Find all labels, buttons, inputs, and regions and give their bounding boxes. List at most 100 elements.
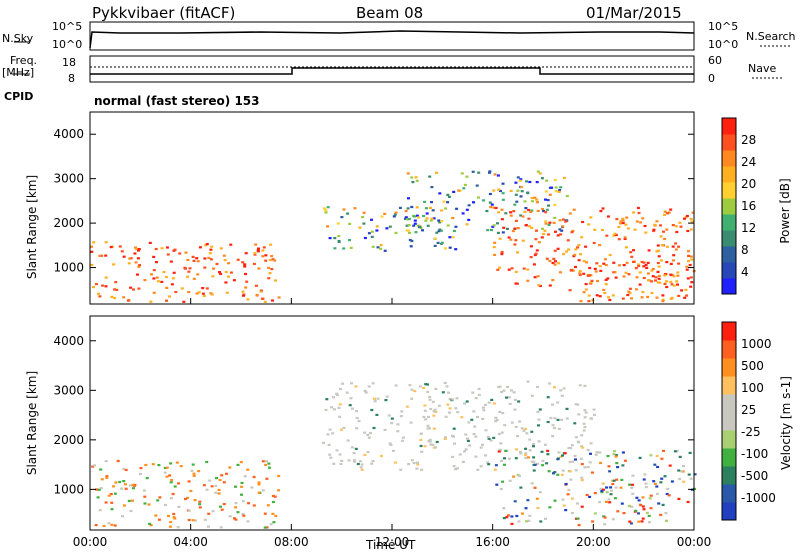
data-cell	[484, 403, 487, 406]
data-cell	[515, 200, 519, 203]
data-cell	[418, 385, 422, 388]
data-cell	[513, 243, 517, 246]
data-cell	[493, 253, 497, 256]
colorbar-segment	[722, 278, 736, 295]
data-cell	[104, 254, 108, 257]
data-cell	[157, 464, 161, 467]
data-cell	[613, 450, 616, 453]
data-cell	[556, 401, 560, 404]
data-cell	[243, 263, 247, 266]
data-cell	[580, 505, 584, 508]
data-cell	[532, 469, 536, 472]
data-cell	[497, 211, 501, 214]
data-cell	[659, 513, 663, 516]
data-cell	[99, 487, 103, 490]
data-cell	[324, 209, 328, 212]
data-cell	[505, 396, 508, 399]
data-cell	[538, 172, 542, 175]
colorbar-tick-label: -500	[741, 469, 768, 483]
data-cell	[373, 400, 377, 403]
data-cell	[199, 246, 202, 249]
data-cell	[507, 236, 511, 239]
data-cell	[626, 227, 630, 230]
data-cell	[487, 437, 491, 440]
data-cell	[661, 503, 665, 506]
data-cell	[512, 475, 516, 478]
data-cell	[143, 495, 147, 498]
velocity-cbar-label: Velocity [m s-1]	[779, 376, 793, 470]
data-cell	[630, 505, 634, 508]
data-cell	[562, 253, 566, 256]
data-cell	[434, 446, 437, 449]
data-cell	[444, 436, 447, 439]
data-cell	[556, 234, 560, 237]
data-cell	[545, 257, 549, 260]
data-cell	[154, 247, 158, 251]
data-cell	[257, 247, 260, 250]
data-cell	[124, 483, 127, 486]
data-cell	[490, 203, 494, 206]
data-cell	[356, 462, 360, 466]
data-cell	[135, 273, 139, 276]
data-cell	[426, 390, 430, 393]
data-cell	[496, 222, 499, 225]
data-cell	[636, 206, 640, 210]
noise-panel	[14, 21, 792, 51]
data-cell	[547, 223, 551, 226]
data-cell	[198, 500, 202, 503]
data-cell	[545, 179, 549, 182]
data-cell	[383, 212, 387, 215]
data-cell	[605, 500, 608, 503]
data-cell	[616, 510, 620, 513]
data-cell	[481, 443, 484, 446]
data-cell	[440, 209, 444, 212]
data-cell	[564, 482, 568, 486]
data-cell	[407, 224, 411, 227]
data-cell	[577, 259, 581, 262]
data-cell	[479, 465, 483, 468]
data-cell	[586, 448, 590, 452]
data-cell	[120, 487, 124, 490]
data-cell	[544, 211, 548, 214]
data-cell	[598, 295, 602, 298]
data-cell	[616, 466, 620, 469]
data-cell	[614, 454, 618, 457]
data-cell	[411, 181, 415, 184]
data-cell	[496, 174, 500, 177]
data-cell	[124, 487, 128, 490]
data-cell	[562, 387, 566, 390]
data-cell	[408, 384, 412, 387]
data-cell	[536, 410, 540, 414]
data-cell	[220, 474, 224, 477]
data-cell	[619, 220, 623, 223]
data-cell	[149, 300, 153, 303]
data-cell	[553, 417, 557, 420]
data-cell	[164, 275, 168, 279]
data-cell	[277, 296, 281, 299]
data-cell	[529, 210, 533, 214]
data-cell	[490, 398, 494, 401]
data-cell	[631, 492, 635, 495]
data-cell	[152, 269, 156, 272]
data-cell	[686, 500, 690, 504]
data-cell	[363, 236, 367, 240]
data-cell	[359, 466, 363, 469]
data-cell	[599, 269, 603, 272]
data-cell	[551, 261, 555, 265]
data-cell	[687, 260, 690, 263]
data-cell	[642, 276, 646, 280]
data-cell	[689, 255, 693, 258]
data-cell	[229, 271, 233, 274]
data-cell	[332, 408, 336, 411]
data-cell	[214, 484, 218, 487]
data-cell	[416, 461, 419, 464]
data-cell	[528, 180, 532, 184]
data-cell	[556, 418, 560, 421]
data-cell	[405, 224, 409, 227]
data-cell	[451, 398, 455, 401]
data-cell	[667, 494, 671, 497]
data-cell	[635, 220, 639, 223]
data-cell	[244, 272, 247, 276]
x-tick-label: 04:00	[173, 535, 208, 549]
data-cell	[241, 294, 245, 297]
